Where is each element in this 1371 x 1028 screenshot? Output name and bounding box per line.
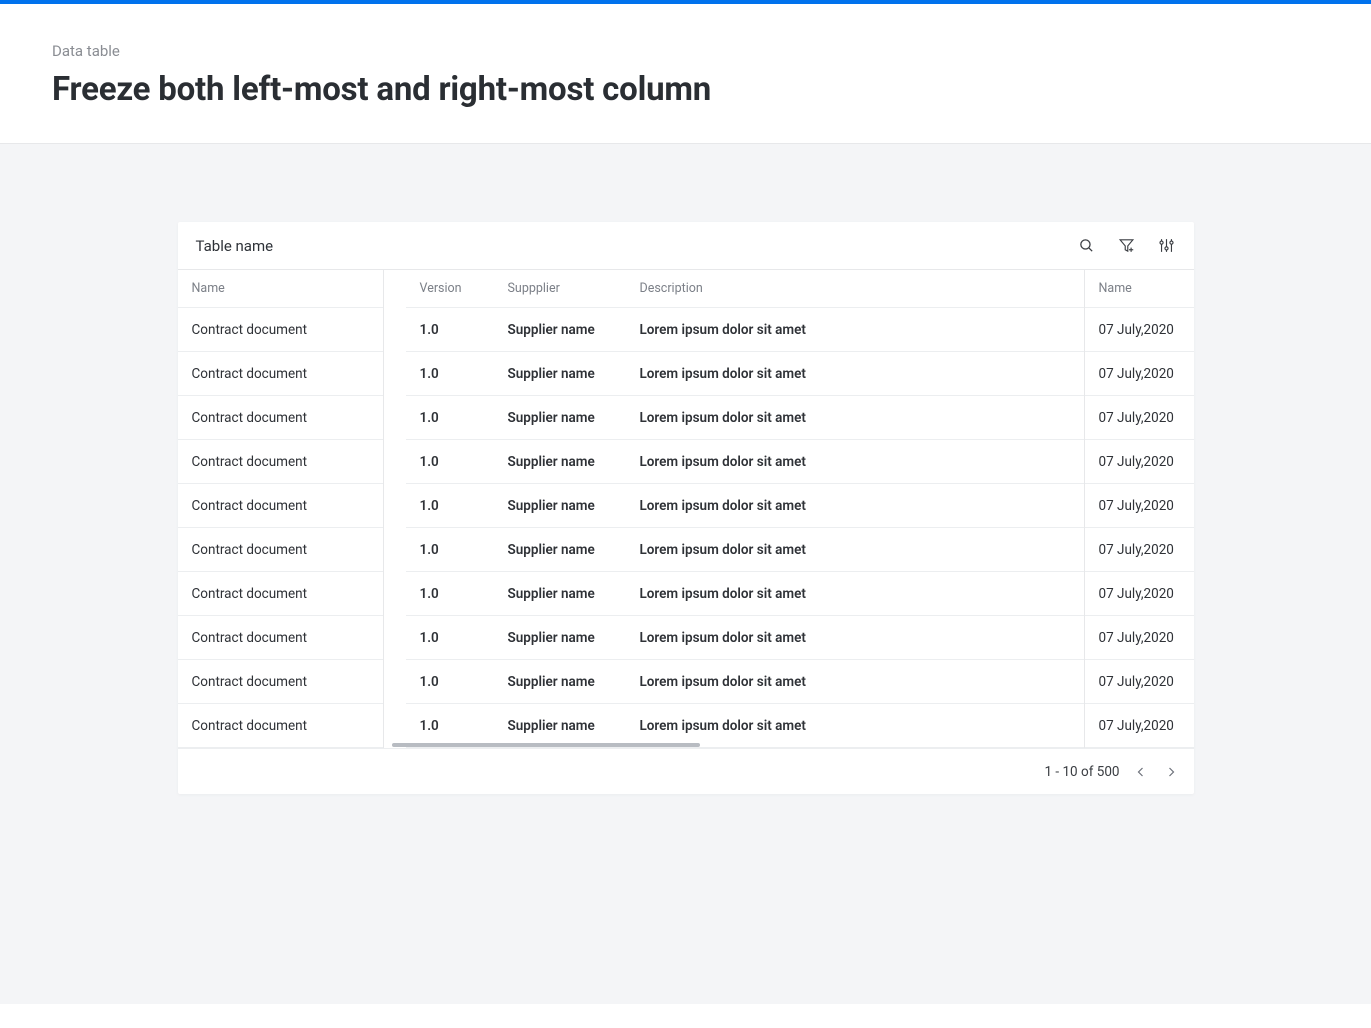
table-cell-description: Lorem ipsum dolor sit amet (626, 572, 1084, 616)
page-header: Data table Freeze both left-most and rig… (0, 4, 1371, 144)
table-cell-description: Lorem ipsum dolor sit amet (626, 440, 1084, 484)
table-cell-version: 1.0 (406, 572, 494, 616)
table-cell-version: 1.0 (406, 616, 494, 660)
column-header-name-left[interactable]: Name (178, 270, 383, 308)
table-row[interactable]: 1.0Supplier nameLorem ipsum dolor sit am… (384, 572, 1084, 616)
page-body: Table name (0, 144, 1371, 1004)
table-cell-date: 07 July,2020 (1085, 440, 1194, 484)
table-cell-supplier: Supplier name (494, 484, 626, 528)
table-cell-supplier: Supplier name (494, 616, 626, 660)
frozen-right-column: Name 07 July,202007 July,202007 July,202… (1084, 270, 1194, 748)
table-cell-version: 1.0 (406, 396, 494, 440)
table-cell-date: 07 July,2020 (1085, 308, 1194, 352)
table-cell-date: 07 July,2020 (1085, 396, 1194, 440)
horizontal-scrollbar[interactable] (384, 742, 1084, 748)
table-cell-date: 07 July,2020 (1085, 704, 1194, 748)
table-cell-description: Lorem ipsum dolor sit amet (626, 660, 1084, 704)
table-cell-name[interactable]: Contract document (178, 528, 383, 572)
horizontal-scrollbar-thumb[interactable] (392, 743, 700, 747)
column-header-supplier[interactable]: Suppplier (494, 270, 626, 308)
table-cell-description: Lorem ipsum dolor sit amet (626, 396, 1084, 440)
table-cell-name[interactable]: Contract document (178, 704, 383, 748)
table-cell-date: 07 July,2020 (1085, 572, 1194, 616)
settings-sliders-icon[interactable] (1158, 237, 1176, 255)
table-cell-description: Lorem ipsum dolor sit amet (626, 616, 1084, 660)
page-title: Freeze both left-most and right-most col… (52, 70, 1371, 109)
table-cell-description: Lorem ipsum dolor sit amet (626, 528, 1084, 572)
table-cell-description: Lorem ipsum dolor sit amet (626, 308, 1084, 352)
table-row[interactable]: 1.0Supplier nameLorem ipsum dolor sit am… (384, 484, 1084, 528)
table-row[interactable]: 1.0Supplier nameLorem ipsum dolor sit am… (384, 352, 1084, 396)
table-cell-name[interactable]: Contract document (178, 616, 383, 660)
pagination-prev-button[interactable] (1132, 763, 1150, 781)
card-header: Table name (178, 222, 1194, 270)
table-cell-supplier: Supplier name (494, 660, 626, 704)
search-icon[interactable] (1078, 237, 1096, 255)
table-cell-date: 07 July,2020 (1085, 616, 1194, 660)
table-row[interactable]: 1.0Supplier nameLorem ipsum dolor sit am… (384, 308, 1084, 352)
table-cell-name[interactable]: Contract document (178, 308, 383, 352)
scrollable-columns[interactable]: Version Suppplier Description 1.0Supplie… (384, 270, 1084, 748)
card-actions (1078, 237, 1176, 255)
table-row[interactable]: 1.0Supplier nameLorem ipsum dolor sit am… (384, 660, 1084, 704)
table-cell-name[interactable]: Contract document (178, 484, 383, 528)
filter-add-icon[interactable] (1118, 237, 1136, 255)
frozen-left-column: Name Contract documentContract documentC… (178, 270, 384, 748)
table-cell-description: Lorem ipsum dolor sit amet (626, 352, 1084, 396)
table-cell-name[interactable]: Contract document (178, 440, 383, 484)
table-row[interactable]: 1.0Supplier nameLorem ipsum dolor sit am… (384, 396, 1084, 440)
table-cell-date: 07 July,2020 (1085, 528, 1194, 572)
pagination-label: 1 - 10 of 500 (1044, 764, 1119, 780)
table-cell-supplier: Supplier name (494, 440, 626, 484)
card-title: Table name (196, 237, 274, 255)
table-cell-name[interactable]: Contract document (178, 660, 383, 704)
table-cell-date: 07 July,2020 (1085, 352, 1194, 396)
pagination: 1 - 10 of 500 (178, 748, 1194, 794)
table: Name Contract documentContract documentC… (178, 270, 1194, 748)
table-cell-description: Lorem ipsum dolor sit amet (626, 484, 1084, 528)
table-cell-supplier: Supplier name (494, 308, 626, 352)
data-table-card: Table name (178, 222, 1194, 794)
table-row[interactable]: 1.0Supplier nameLorem ipsum dolor sit am… (384, 616, 1084, 660)
table-cell-version: 1.0 (406, 528, 494, 572)
table-cell-version: 1.0 (406, 308, 494, 352)
table-cell-version: 1.0 (406, 352, 494, 396)
table-cell-name[interactable]: Contract document (178, 396, 383, 440)
table-cell-date: 07 July,2020 (1085, 484, 1194, 528)
pagination-next-button[interactable] (1162, 763, 1180, 781)
table-cell-name[interactable]: Contract document (178, 352, 383, 396)
breadcrumb: Data table (52, 42, 1371, 60)
column-header-name-right[interactable]: Name (1085, 270, 1194, 308)
table-cell-version: 1.0 (406, 440, 494, 484)
table-cell-supplier: Supplier name (494, 528, 626, 572)
table-row[interactable]: 1.0Supplier nameLorem ipsum dolor sit am… (384, 528, 1084, 572)
table-row[interactable]: 1.0Supplier nameLorem ipsum dolor sit am… (384, 440, 1084, 484)
table-cell-supplier: Supplier name (494, 396, 626, 440)
column-header-description[interactable]: Description (626, 270, 1084, 308)
table-cell-supplier: Supplier name (494, 352, 626, 396)
table-cell-version: 1.0 (406, 660, 494, 704)
column-header-version[interactable]: Version (406, 270, 494, 308)
table-cell-supplier: Supplier name (494, 572, 626, 616)
table-cell-date: 07 July,2020 (1085, 660, 1194, 704)
table-cell-name[interactable]: Contract document (178, 572, 383, 616)
table-cell-version: 1.0 (406, 484, 494, 528)
